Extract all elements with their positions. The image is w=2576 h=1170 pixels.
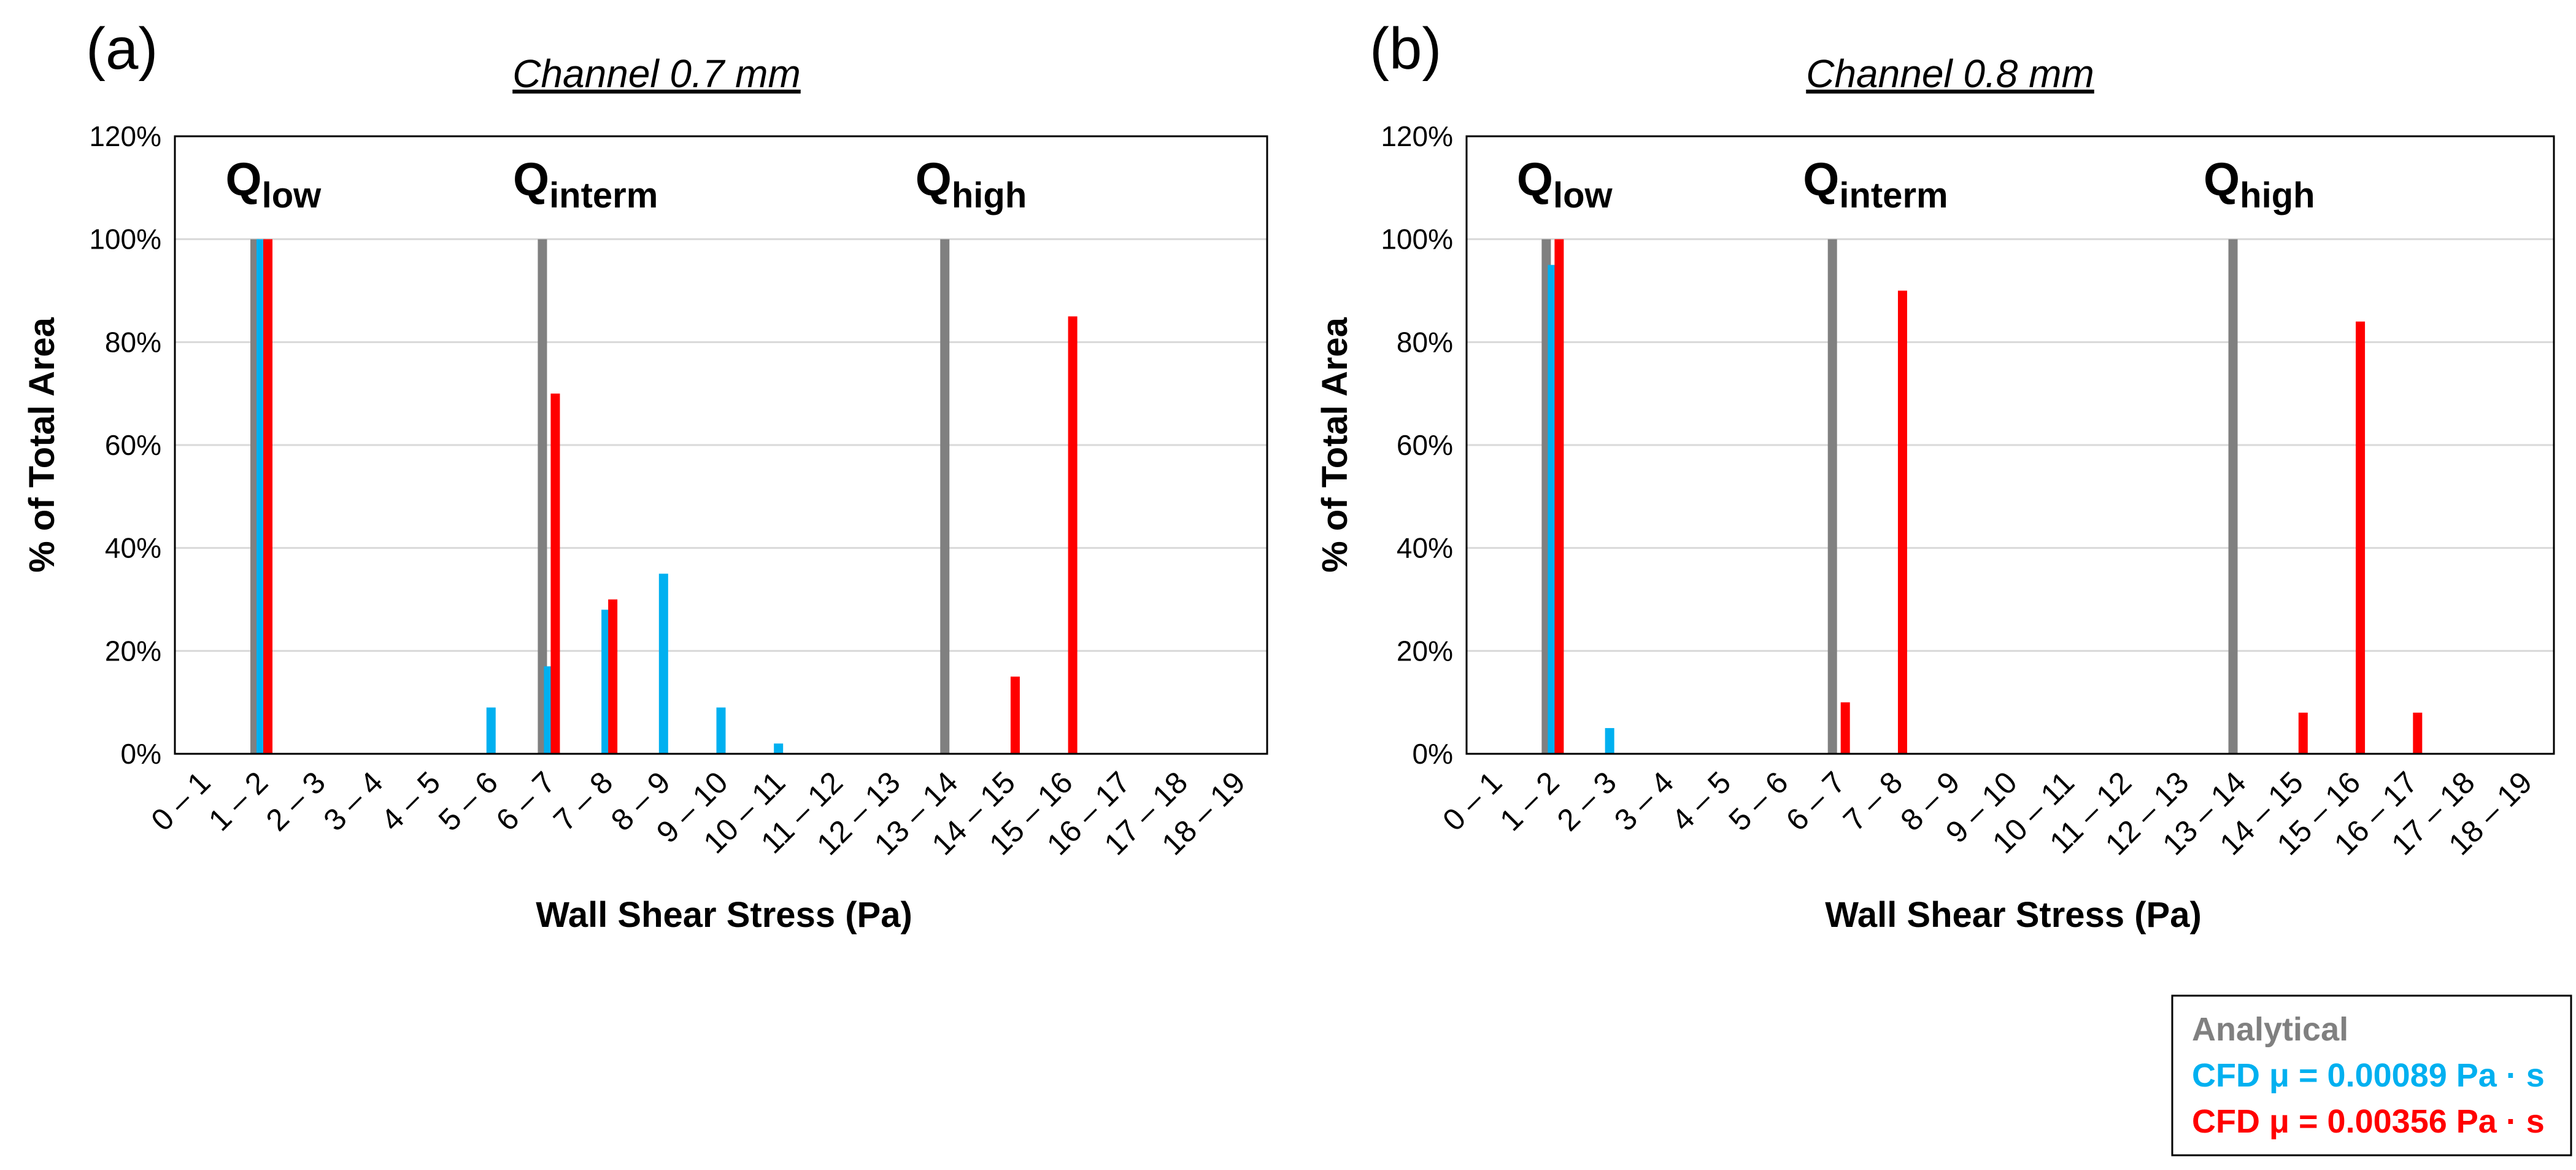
bar-cfd-high	[550, 393, 560, 754]
bar-analytical	[940, 239, 950, 754]
bar-cfd-low	[1605, 728, 1614, 754]
q-label-interm: Qinterm	[513, 153, 658, 215]
q-label-main: Q	[1517, 153, 1553, 206]
bar-analytical	[1827, 239, 1837, 754]
y-tick-label: 100%	[89, 223, 161, 255]
x-tick-label: 6 – 7	[489, 765, 561, 837]
x-tick-label: 1 – 2	[1493, 765, 1565, 837]
y-tick-label: 20%	[1397, 635, 1453, 667]
q-label-sub: interm	[1839, 176, 1948, 215]
y-axis-label: % of Total Area	[1315, 317, 1355, 572]
x-tick-label: 1 – 2	[202, 765, 274, 837]
x-tick-label: 3 – 4	[1608, 765, 1680, 837]
chart-panel-a: (a) Channel 0.7 mm 0% 20% 40% 60% 80% 100% 120% 0…	[22, 16, 1268, 935]
legend-entry-analytical: Analytical	[2192, 1011, 2348, 1048]
legend-frame	[2171, 994, 2572, 1156]
x-tick-label: 6 – 7	[1780, 765, 1852, 837]
q-label-high: Qhigh	[2204, 153, 2315, 215]
y-tick-label: 120%	[1381, 120, 1453, 152]
q-label-low: Qlow	[1517, 153, 1613, 215]
q-label-low: Qlow	[226, 153, 322, 215]
y-tick-label: 0%	[121, 738, 161, 770]
y-tick-label: 40%	[105, 532, 161, 564]
bar-cfd-low	[486, 707, 496, 754]
bar-cfd-low	[658, 573, 668, 754]
x-tick-label: 2 – 3	[260, 765, 332, 837]
bar-cfd-high	[608, 599, 618, 754]
chart-panel-b: (b) Channel 0.8 mm 0% 20% 40% 60% 80% 100% 120% 0…	[1315, 16, 2555, 935]
y-axis-label: % of Total Area	[22, 317, 62, 572]
panel-letter: (a)	[86, 16, 158, 82]
y-tick-label: 80%	[105, 326, 161, 358]
y-tick-label: 20%	[105, 635, 161, 667]
q-label-sub: high	[952, 176, 1027, 215]
x-axis-label: Wall Shear Stress (Pa)	[536, 895, 912, 935]
chart-title: Channel 0.8 mm	[1806, 52, 2094, 96]
legend-entry-cfd-low: CFD μ = 0.00089 Pa · s	[2192, 1057, 2545, 1094]
bar-analytical	[538, 239, 547, 754]
q-label-main: Q	[916, 153, 952, 206]
y-tick-label: 120%	[89, 120, 161, 152]
bar-cfd-high	[263, 239, 273, 754]
legend: Analytical CFD μ = 0.00089 Pa · s CFD μ …	[2171, 994, 2572, 1156]
q-label-sub: interm	[549, 176, 658, 215]
x-tick-label: 2 – 3	[1551, 765, 1623, 837]
x-tick-label: 5 – 6	[1722, 765, 1794, 837]
legend-entry-cfd-high: CFD μ = 0.00356 Pa · s	[2192, 1103, 2545, 1140]
bar-cfd-high	[1897, 290, 1907, 754]
plot-frame	[1465, 135, 2555, 755]
chart-title: Channel 0.7 mm	[512, 52, 801, 96]
plot-frame	[174, 135, 1268, 755]
bar-cfd-high	[2413, 712, 2423, 754]
q-label-sub: low	[262, 176, 322, 215]
x-tick-label: 7 – 8	[547, 765, 619, 837]
y-tick-label: 60%	[1397, 429, 1453, 461]
y-tick-label: 80%	[1397, 326, 1453, 358]
bar-analytical	[2228, 239, 2238, 754]
q-label-high: Qhigh	[916, 153, 1027, 215]
y-tick-label: 40%	[1397, 532, 1453, 564]
q-label-sub: low	[1553, 176, 1613, 215]
bar-cfd-low	[716, 707, 726, 754]
x-tick-label: 4 – 5	[1665, 765, 1737, 837]
x-tick-label: 0 – 1	[144, 765, 217, 837]
bar-cfd-low	[774, 743, 784, 754]
x-tick-label: 7 – 8	[1837, 765, 1909, 837]
q-label-main: Q	[1803, 153, 1839, 206]
y-tick-label: 0%	[1413, 738, 1453, 770]
y-tick-label: 60%	[105, 429, 161, 461]
x-tick-label: 0 – 1	[1436, 765, 1508, 837]
y-tick-label: 100%	[1381, 223, 1453, 255]
q-label-main: Q	[2204, 153, 2240, 206]
bar-cfd-high	[1554, 239, 1564, 754]
x-tick-label: 4 – 5	[374, 765, 447, 837]
q-label-main: Q	[513, 153, 549, 206]
bar-cfd-high	[1068, 316, 1078, 754]
bar-cfd-high	[2298, 712, 2308, 754]
bar-cfd-high	[2356, 321, 2366, 754]
bar-cfd-high	[1010, 676, 1020, 754]
q-label-interm: Qinterm	[1803, 153, 1948, 215]
q-label-main: Q	[226, 153, 262, 206]
panel-letter: (b)	[1370, 16, 1441, 82]
x-axis-label: Wall Shear Stress (Pa)	[1825, 895, 2202, 935]
bar-cfd-high	[1840, 702, 1850, 754]
x-tick-label: 3 – 4	[317, 765, 389, 837]
x-tick-label: 5 – 6	[432, 765, 504, 837]
q-label-sub: high	[2240, 176, 2315, 215]
